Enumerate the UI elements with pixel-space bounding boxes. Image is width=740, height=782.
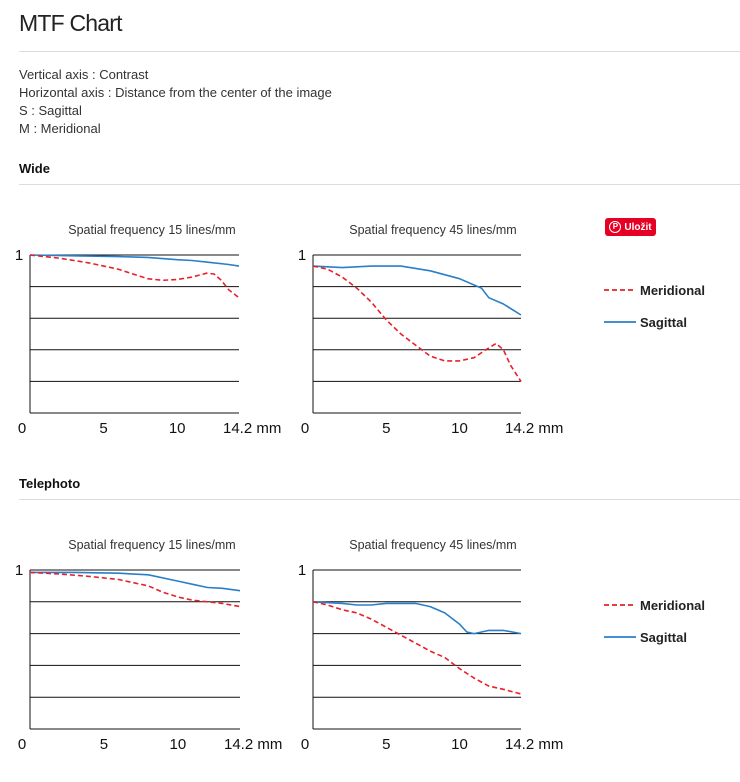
x-tick-label: 0 <box>18 736 26 753</box>
sagittal-line <box>29 254 240 267</box>
meridional-line <box>312 601 522 695</box>
x-tick-label: 10 <box>169 420 186 437</box>
y-tick-label: 1 <box>15 247 23 264</box>
x-tick-label: 10 <box>170 736 187 753</box>
x-tick-label: 14.2 mm <box>505 736 563 753</box>
description-line: S : Sagittal <box>19 103 82 118</box>
x-tick-label: 10 <box>451 420 468 437</box>
section-heading-wide: Wide <box>19 161 50 176</box>
legend-label: Meridional <box>640 283 705 298</box>
x-tick-label: 5 <box>382 420 390 437</box>
meridional-line <box>29 571 241 608</box>
chart-title: Spatial frequency 15 lines/mm <box>68 538 235 552</box>
x-tick-label: 10 <box>451 736 468 753</box>
description-line: Vertical axis : Contrast <box>19 67 149 82</box>
page-title: MTF Chart <box>19 10 123 36</box>
pinterest-save-label: Uložit <box>624 221 652 233</box>
chart-title: Spatial frequency 45 lines/mm <box>349 223 516 237</box>
pinterest-save-button[interactable]: P Uložit <box>605 218 656 236</box>
y-tick-label: 1 <box>298 562 306 579</box>
chart-title: Spatial frequency 45 lines/mm <box>349 538 516 552</box>
description-line: M : Meridional <box>19 121 101 136</box>
chart-title: Spatial frequency 15 lines/mm <box>68 223 235 237</box>
sagittal-line <box>312 265 522 316</box>
meridional-line <box>312 265 522 382</box>
y-tick-label: 1 <box>15 562 23 579</box>
legend-label: Sagittal <box>640 315 687 330</box>
meridional-line <box>29 254 240 299</box>
x-tick-label: 0 <box>301 736 309 753</box>
section-heading-telephoto: Telephoto <box>19 476 81 491</box>
x-tick-label: 0 <box>301 420 309 437</box>
x-tick-label: 14.2 mm <box>505 420 563 437</box>
x-tick-label: 14.2 mm <box>223 420 281 437</box>
section-divider <box>19 184 740 185</box>
pinterest-icon: P <box>609 221 622 233</box>
description-block: Vertical axis : Contrast Horizontal axis… <box>19 66 332 138</box>
legend-label: Sagittal <box>640 630 687 645</box>
sagittal-line <box>30 571 241 592</box>
chart-legend: Meridional Sagittal <box>604 598 705 645</box>
x-tick-label: 5 <box>99 420 107 437</box>
legend-label: Meridional <box>640 598 705 613</box>
x-tick-label: 0 <box>18 420 26 437</box>
x-tick-label: 5 <box>100 736 108 753</box>
section-divider <box>19 499 740 500</box>
y-tick-label: 1 <box>298 247 306 264</box>
sagittal-line <box>312 601 522 635</box>
x-tick-label: 14.2 mm <box>224 736 282 753</box>
chart-legend: Meridional Sagittal <box>604 283 705 330</box>
description-line: Horizontal axis : Distance from the cent… <box>19 85 332 100</box>
x-tick-label: 5 <box>382 736 390 753</box>
title-divider <box>19 51 740 52</box>
